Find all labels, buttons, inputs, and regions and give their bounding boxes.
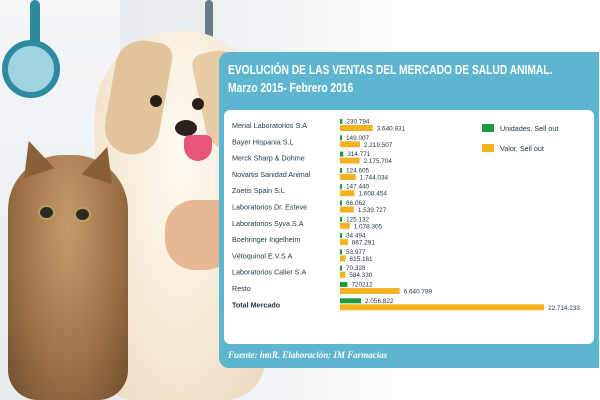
value-data-label: 2.219.507 bbox=[364, 142, 393, 149]
units-data-label: 720212 bbox=[351, 282, 373, 289]
puppy-nose bbox=[175, 120, 197, 136]
category-label: Resto bbox=[232, 284, 251, 293]
chart-subtitle: Marzo 2015- Febrero 2016 bbox=[228, 81, 354, 95]
kitten-eye-left bbox=[38, 205, 55, 220]
value-bar bbox=[340, 304, 544, 311]
category-label: Merck Sharp & Dohme bbox=[232, 154, 305, 163]
units-data-label: 70.328 bbox=[346, 265, 366, 272]
legend-label-value: Valor. Sell out bbox=[500, 144, 544, 153]
value-data-label: 1.539.727 bbox=[358, 207, 387, 214]
value-bar bbox=[340, 190, 355, 197]
value-data-label: 22.714.233 bbox=[548, 305, 580, 312]
units-data-label: 149.007 bbox=[346, 135, 370, 142]
legend-swatch-units bbox=[482, 124, 494, 132]
units-bar bbox=[340, 216, 342, 222]
legend-label-units: Unidades. Sell out bbox=[500, 124, 558, 133]
value-data-label: 6.640.789 bbox=[404, 289, 433, 296]
value-bar bbox=[340, 206, 354, 213]
value-bar bbox=[340, 141, 360, 148]
units-bar bbox=[340, 151, 344, 157]
category-label: Boehringer Ingelheim bbox=[232, 235, 300, 244]
value-data-label: 584.330 bbox=[349, 272, 373, 279]
units-data-label: 124.605 bbox=[346, 167, 370, 174]
value-bar bbox=[340, 271, 346, 278]
value-bar bbox=[340, 255, 346, 262]
puppy-eye-right bbox=[192, 98, 204, 110]
units-bar bbox=[340, 119, 343, 124]
value-data-label: 615.161 bbox=[350, 256, 374, 263]
units-data-label: 314.771 bbox=[347, 151, 371, 158]
stethoscope-tube bbox=[30, 0, 40, 48]
units-data-label: 2.056.822 bbox=[365, 298, 394, 305]
category-label: Total Mercado bbox=[232, 300, 281, 309]
units-data-label: 86.062 bbox=[346, 200, 366, 207]
value-bar bbox=[340, 288, 400, 294]
source-note: Fuente: hmR. Elaboración: IM Farmacias bbox=[228, 350, 388, 360]
bar-chart: Merial Laboratorios S.A 230.794 3.640.931 B… bbox=[232, 119, 580, 312]
category-label: Merial Laboratorios S.A bbox=[232, 121, 307, 130]
chart-title: EVOLUCIÓN DE LAS VENTAS DEL MERCADO DE S… bbox=[228, 63, 553, 77]
category-label: Novartis Sanidad Animal bbox=[232, 170, 311, 179]
category-label: Laboratorios Dr. Esteve bbox=[232, 203, 307, 212]
stethoscope-icon bbox=[2, 40, 60, 98]
value-bar bbox=[340, 222, 350, 229]
value-data-label: 867.291 bbox=[352, 240, 376, 247]
units-bar bbox=[340, 135, 342, 141]
category-label: Laboratorios Syva S.A bbox=[232, 219, 304, 228]
units-data-label: 34.494 bbox=[346, 233, 366, 240]
units-bar bbox=[340, 167, 342, 173]
category-label: Laboratorios Calier S.A bbox=[232, 268, 307, 277]
units-bar bbox=[340, 265, 342, 271]
value-data-label: 1.608.454 bbox=[358, 191, 387, 198]
value-bar bbox=[340, 173, 356, 180]
puppy-tongue bbox=[184, 135, 212, 161]
units-bar bbox=[340, 249, 342, 255]
category-label: Vétoquinol E.V.S.A bbox=[232, 251, 293, 260]
value-bar bbox=[340, 157, 360, 164]
units-data-label: 125.132 bbox=[346, 216, 370, 223]
units-bar bbox=[340, 200, 342, 206]
kitten-eye-right bbox=[74, 207, 91, 222]
value-data-label: 1.744.034 bbox=[360, 174, 389, 181]
kitten bbox=[8, 155, 128, 400]
stethoscope-tube-right bbox=[205, 0, 213, 40]
category-label: Bayer Hispania S.L bbox=[232, 137, 294, 146]
value-data-label: 3.640.931 bbox=[377, 126, 406, 133]
units-data-label: 53.977 bbox=[346, 249, 366, 256]
units-data-label: 147.440 bbox=[346, 184, 370, 191]
units-bar bbox=[340, 184, 342, 190]
value-data-label: 1.078.305 bbox=[354, 223, 383, 230]
value-data-label: 2.175.704 bbox=[364, 158, 393, 165]
puppy-eye-left bbox=[150, 95, 162, 107]
category-label: Zoetis Spain S.L bbox=[232, 186, 285, 195]
value-bar bbox=[340, 239, 348, 246]
legend-swatch-value bbox=[482, 144, 494, 152]
units-bar bbox=[340, 233, 342, 239]
value-bar bbox=[340, 125, 373, 131]
units-bar bbox=[340, 298, 361, 304]
units-data-label: 230.794 bbox=[346, 119, 370, 126]
units-bar bbox=[340, 282, 348, 287]
